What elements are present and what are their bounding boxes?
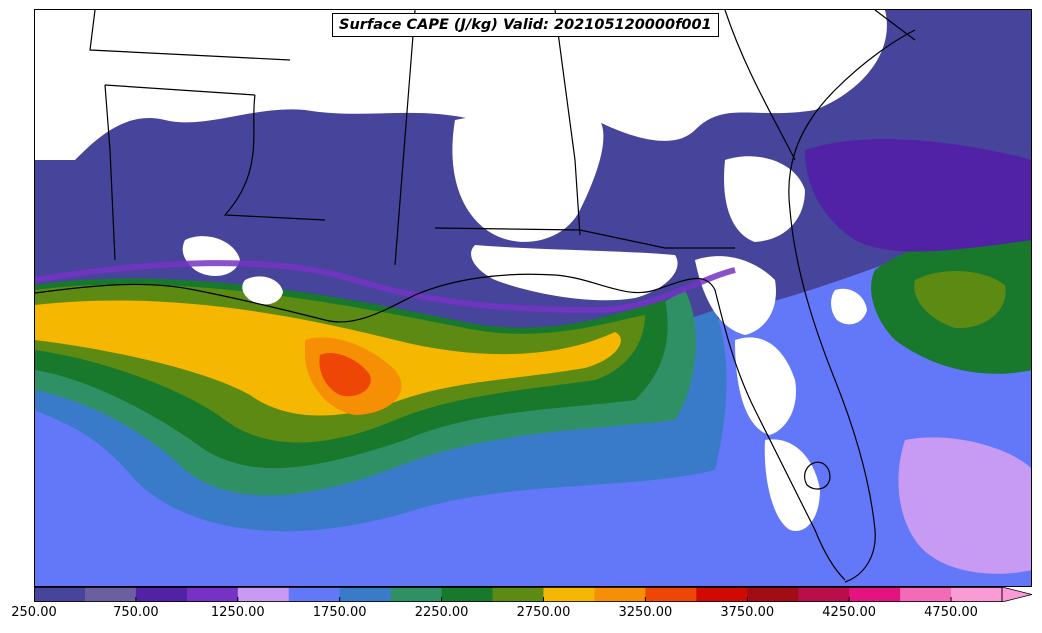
- land-panhandle: [471, 245, 678, 301]
- florida-east-coast: [789, 209, 876, 583]
- colorbar-tick-label: 4750.00: [924, 605, 978, 620]
- colorbar-segment: [594, 587, 646, 602]
- colorbar: [34, 587, 1033, 602]
- colorbar-tick-label: 1250.00: [210, 605, 265, 620]
- colorbar-tick-label: 250.00: [11, 605, 57, 620]
- colorbar-tick-label: 2250.00: [414, 605, 469, 620]
- state-border-ga-sc: [724, 10, 796, 161]
- state-border-la-ms: [223, 94, 326, 221]
- colorbar-segment: [288, 587, 341, 602]
- cape-map: [35, 10, 1031, 586]
- state-border-al-ga: [554, 10, 581, 236]
- map-title: Surface CAPE (J/kg) Valid: 202105120000f…: [332, 13, 719, 37]
- coastal-violet-band: [35, 260, 736, 314]
- land-mississippi-alabama: [452, 109, 604, 242]
- colorbar-segment: [645, 587, 697, 602]
- map-panel: [34, 9, 1032, 587]
- colorbar-segment: [237, 587, 290, 602]
- colorbar-tick-label: 3250.00: [618, 605, 673, 620]
- colorbar-segment: [798, 587, 850, 602]
- land-big-bend-hole: [630, 69, 677, 120]
- land-east-hole: [831, 288, 867, 325]
- colorbar-tick-label: 1750.00: [312, 605, 367, 620]
- colorbar-segment: [747, 587, 799, 602]
- colorbar-segment: [135, 587, 188, 602]
- colorbar-segment: [84, 587, 137, 602]
- colorbar-segment: [339, 587, 392, 602]
- state-border-ms-al: [394, 10, 416, 266]
- state-border-tx-la: [104, 84, 116, 261]
- cape-contour-east-olive: [914, 270, 1006, 329]
- colorbar-extend-triangle: [1001, 587, 1033, 602]
- state-border-ar-la: [104, 84, 256, 96]
- colorbar-tick-label: 3750.00: [720, 605, 775, 620]
- state-border-nc-sc: [874, 10, 916, 41]
- colorbar-segment: [696, 587, 748, 602]
- atlantic-coast: [788, 29, 916, 211]
- colorbar-segment: [34, 587, 86, 602]
- land-louisiana-holes-2: [242, 276, 283, 305]
- colorbar-segment: [849, 587, 901, 602]
- land-georgia: [724, 156, 805, 242]
- colorbar-segment: [951, 587, 1003, 602]
- colorbar-outline: [34, 587, 1003, 602]
- colorbar-segment: [441, 587, 494, 602]
- state-border-tn: [89, 10, 291, 61]
- colorbar-segment: [543, 587, 595, 602]
- cape-contour-east-lightviolet: [898, 437, 1031, 574]
- cape-contour-east-violet: [805, 139, 1031, 252]
- colorbar-tick-label: 2750.00: [516, 605, 571, 620]
- colorbar-segment: [390, 587, 443, 602]
- lake-okeechobee: [804, 461, 831, 490]
- cape-contour-red-orange: [319, 352, 371, 397]
- colorbar-tick-label: 750.00: [113, 605, 159, 620]
- state-border-al-fl: [434, 227, 735, 249]
- land-florida-central: [735, 337, 796, 435]
- colorbar-segment: [186, 587, 239, 602]
- colorbar-tick-label: 4250.00: [822, 605, 877, 620]
- land-interior: [35, 10, 887, 160]
- coastline: [35, 273, 846, 581]
- colorbar-segment: [492, 587, 544, 602]
- colorbar-segment: [900, 587, 952, 602]
